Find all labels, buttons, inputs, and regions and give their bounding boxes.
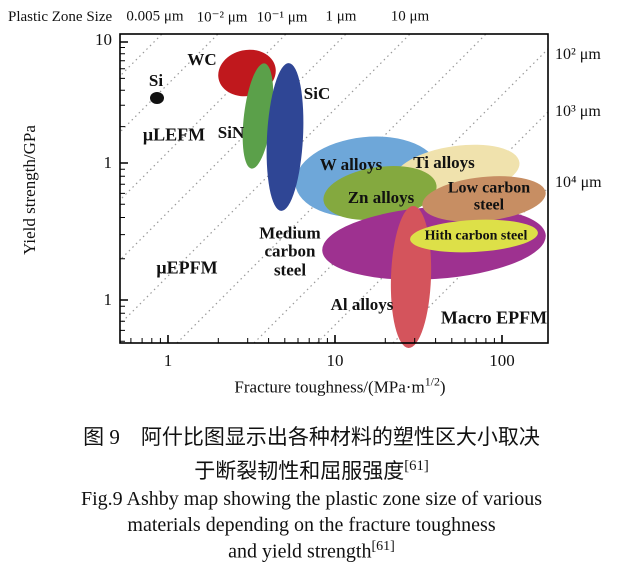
contour-top-label-2: 10⁻¹ μm [256,9,308,26]
contour-right-label-0: 10² μm [555,46,601,63]
x-axis-title: Fracture toughness/(MPa·m1/2) [234,375,445,398]
plot-border [119,33,549,344]
label-ti-alloys: Ti alloys [413,152,475,172]
y-tick-label-1: 1 [103,153,113,172]
contour-right-label-1: 10³ μm [555,103,601,120]
label-low-carbon-steel: Low carbon steel [447,179,531,214]
label-w-alloys: W alloys [319,154,383,174]
region-zn-alloys [323,166,437,220]
caption-en-line3: and yield strength[61] [0,539,623,564]
label-sin: SiN [217,122,245,142]
label-wc: WC [187,49,217,69]
plot-frame [119,33,549,344]
caption-zh-line2-text: 于断裂韧性和屈服强度 [194,459,405,483]
label-medium-carbon-steel: Medium carbon steel [259,223,321,280]
x-major-ticks [167,335,503,343]
caption-en-line1: Fig.9 Ashby map showing the plastic zone… [80,488,543,510]
x-tick-label-100: 100 [489,351,515,370]
label-hith-carbon-steel: Hith carbon steel [424,228,528,244]
x-axis-title-sup: 1/2 [424,374,440,389]
caption-zh-line2: 于断裂韧性和屈服强度[61] [0,455,623,485]
ashby-chart [119,33,549,348]
plastic-zone-size-title: Plastic Zone Size [8,9,113,25]
y-tick-label-10: 10 [95,30,112,49]
x-tick-label-1: 1 [163,351,173,370]
y-axis-title: Yield strength/GPa [20,125,39,255]
x-minor-ticks [130,338,495,343]
label-macro-epfm: Macro EPFM [440,307,548,328]
contour-top-label-3: 1 μm [325,8,357,25]
caption-en-ref: [61] [371,539,395,554]
contour-right-label-2: 10⁴ μm [555,174,602,191]
region-sin [242,63,274,169]
contour-top-label-0: 0.005 μm [126,8,184,25]
region-low-carbon-steel [422,176,546,222]
label-si: Si [148,70,164,90]
region-sic [266,63,304,211]
contour-top-label-1: 10⁻² μm [196,9,248,26]
contour-lines [120,34,548,343]
x-axis-title-end: ) [439,377,446,397]
y-major-ticks [120,41,128,301]
y-tick-label-1b: 1 [103,290,113,309]
label-sic: SiC [303,83,331,103]
region-si-dot [150,92,164,104]
x-tick-label-10: 10 [326,351,344,370]
x-axis-title-main: Fracture toughness/(MPa·m [234,377,425,397]
label-al-alloys: Al alloys [330,294,394,314]
caption-en-line3-text: and yield strength [228,540,372,563]
region-hith-carbon-steel [410,219,538,253]
label-mu-epfm: μEPFM [156,257,218,278]
contour-top-label-4: 10 μm [390,8,430,25]
y-minor-ticks [120,47,125,342]
caption-zh-line1: 图 9 阿什比图显示出各种材料的塑性区大小取决 [83,425,540,449]
caption-en-line2: materials depending on the fracture toug… [127,514,496,536]
label-zn-alloys: Zn alloys [347,187,415,207]
caption-zh-ref: [61] [404,458,429,474]
material-regions [150,49,546,348]
label-mu-lefm: μLEFM [142,124,206,145]
